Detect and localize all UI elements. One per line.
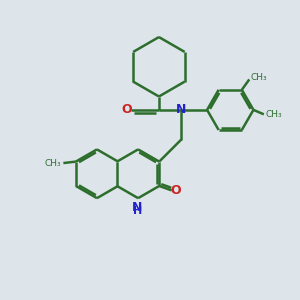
Text: O: O (170, 184, 181, 197)
Text: CH₃: CH₃ (45, 159, 61, 168)
Text: CH₃: CH₃ (266, 110, 283, 119)
Text: N: N (176, 103, 186, 116)
Text: N: N (132, 200, 143, 214)
Text: CH₃: CH₃ (251, 73, 267, 82)
Text: H: H (133, 206, 142, 217)
Text: O: O (122, 103, 132, 116)
